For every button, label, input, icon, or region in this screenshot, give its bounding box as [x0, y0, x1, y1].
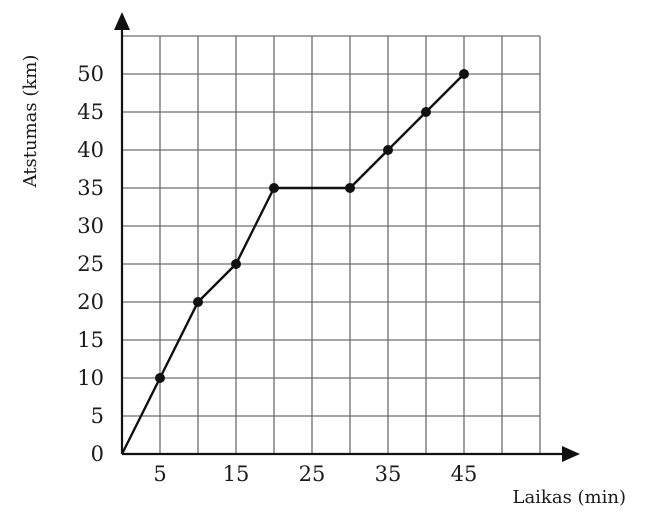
- x-axis-label: Laikas (min): [512, 487, 626, 508]
- x-tick-label: 35: [375, 462, 402, 486]
- data-point: [155, 373, 165, 383]
- series-layer: [120, 69, 469, 455]
- y-tick-label: 5: [91, 404, 104, 428]
- data-point: [231, 259, 241, 269]
- data-point: [383, 145, 393, 155]
- y-tick-labels: 0 5 10 15 20 25 30 35 40 45 50: [77, 62, 104, 466]
- data-point: [421, 107, 431, 117]
- data-point: [269, 183, 279, 193]
- x-tick-label: 45: [451, 462, 478, 486]
- y-tick-label: 20: [77, 290, 104, 314]
- y-axis-label: Atstumas (km): [20, 55, 41, 189]
- x-tick-label: 25: [299, 462, 326, 486]
- y-tick-label: 10: [77, 366, 104, 390]
- x-tick-label: 5: [153, 462, 166, 486]
- data-point: [345, 183, 355, 193]
- y-tick-label: 25: [77, 252, 104, 276]
- y-tick-label: 50: [77, 62, 104, 86]
- grid: [122, 35, 541, 454]
- y-tick-label: 15: [77, 328, 104, 352]
- y-tick-label: 35: [77, 176, 104, 200]
- y-tick-label: 45: [77, 100, 104, 124]
- data-point: [193, 297, 203, 307]
- data-point: [459, 69, 469, 79]
- y-tick-label: 0: [91, 442, 104, 466]
- x-axis-arrow: [562, 446, 580, 462]
- y-axis-arrow: [114, 12, 130, 30]
- x-tick-labels: 5 15 25 35 45: [153, 462, 477, 486]
- y-tick-label: 40: [77, 138, 104, 162]
- axes: [114, 12, 580, 462]
- y-tick-label: 30: [77, 214, 104, 238]
- x-tick-label: 15: [223, 462, 250, 486]
